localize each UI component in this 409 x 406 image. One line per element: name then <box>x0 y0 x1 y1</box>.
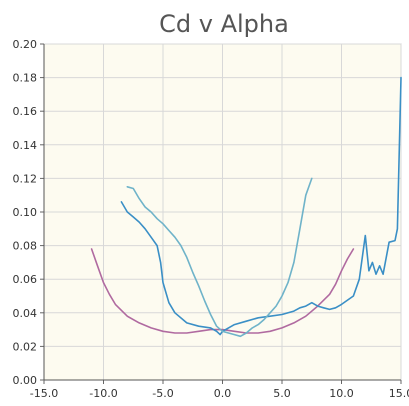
y-tick-label: 0.04 <box>13 307 38 320</box>
x-tick-label: -5.0 <box>152 387 173 400</box>
axes <box>40 43 402 384</box>
chart-title: Cd v Alpha <box>159 10 289 38</box>
y-tick-label: 0.00 <box>13 374 38 387</box>
y-tick-label: 0.02 <box>13 340 38 353</box>
y-tick-label: 0.06 <box>13 273 38 286</box>
x-tick-label: 0.0 <box>214 387 232 400</box>
x-tick-label: -10.0 <box>89 387 117 400</box>
y-tick-labels: 0.00 0.02 0.04 0.06 0.08 0.10 0.12 0.14 0.16 0.18… <box>13 38 38 387</box>
x-tick-labels: -15.0 -10.0 -5.0 0.0 5.0 10.0 15.0 <box>30 387 409 400</box>
x-tick-label: 10.0 <box>329 387 354 400</box>
x-tick-label: 5.0 <box>273 387 291 400</box>
y-tick-label: 0.10 <box>13 206 38 219</box>
y-tick-label: 0.20 <box>13 38 38 51</box>
y-tick-label: 0.12 <box>13 172 38 185</box>
series-line-1 <box>90 248 355 334</box>
y-tick-label: 0.08 <box>13 240 38 253</box>
x-tick-label: 15.0 <box>389 387 409 400</box>
series-line-2 <box>120 76 402 336</box>
series-lines <box>90 76 402 338</box>
y-tick-label: 0.18 <box>13 72 38 85</box>
y-tick-label: 0.16 <box>13 105 38 118</box>
x-tick-label: -15.0 <box>30 387 58 400</box>
y-tick-label: 0.14 <box>13 139 38 152</box>
series-line-3 <box>126 177 313 338</box>
